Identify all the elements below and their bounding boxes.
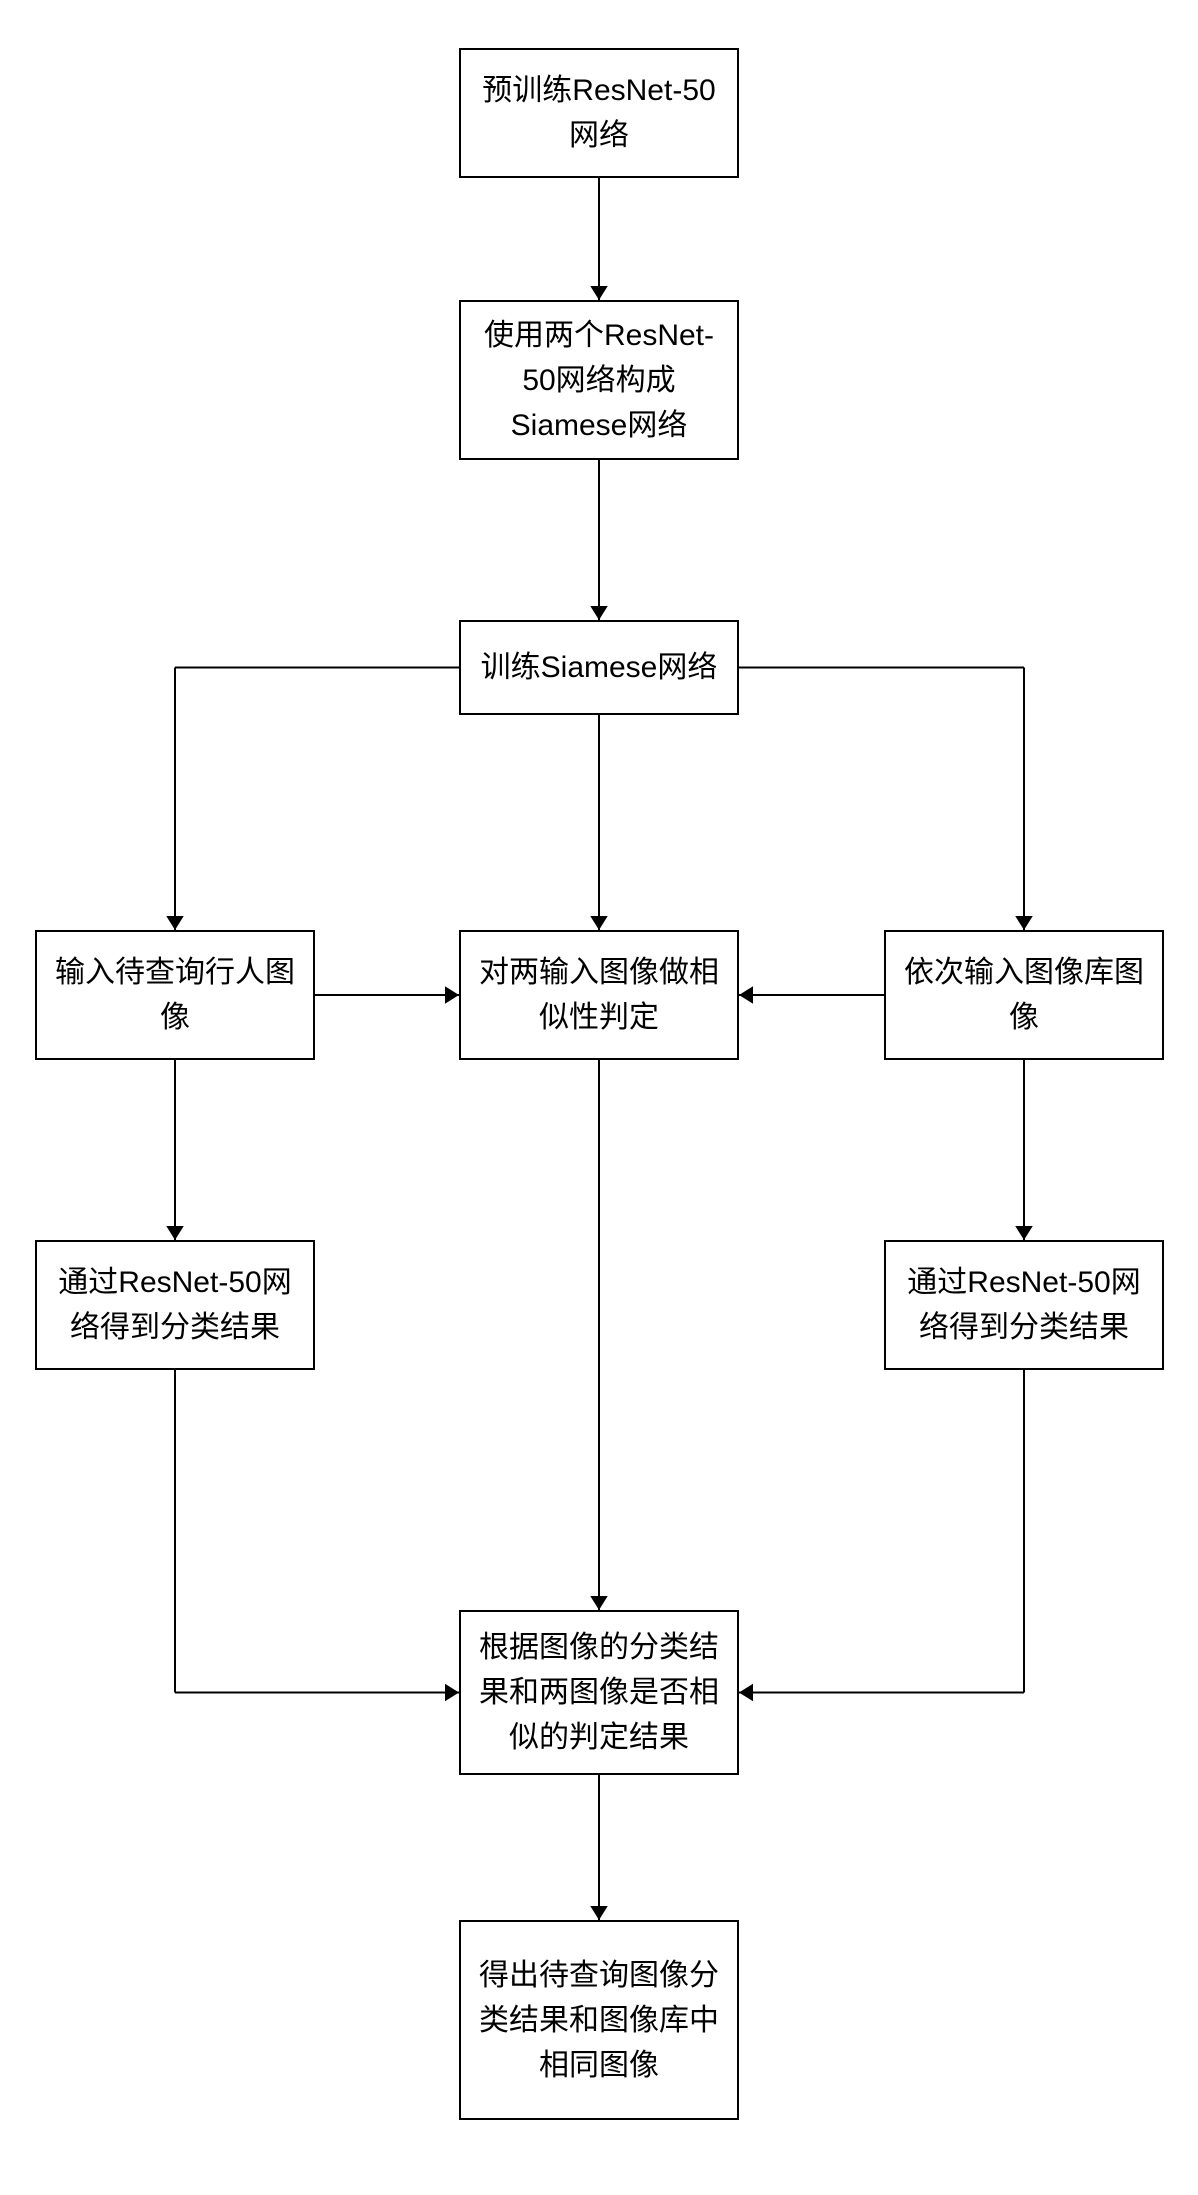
node-label: 对两输入图像做相似性判定 bbox=[477, 950, 721, 1040]
node-similarity: 对两输入图像做相似性判定 bbox=[459, 930, 739, 1060]
node-label: 根据图像的分类结果和两图像是否相似的判定结果 bbox=[477, 1625, 721, 1760]
node-train-siamese: 训练Siamese网络 bbox=[459, 620, 739, 715]
node-label: 预训练ResNet-50网络 bbox=[477, 68, 721, 158]
node-label: 得出待查询图像分类结果和图像库中相同图像 bbox=[477, 1953, 721, 2088]
node-build-siamese: 使用两个ResNet-50网络构成Siamese网络 bbox=[459, 300, 739, 460]
node-label: 输入待查询行人图像 bbox=[53, 950, 297, 1040]
node-label: 依次输入图像库图像 bbox=[902, 950, 1146, 1040]
node-label: 使用两个ResNet-50网络构成Siamese网络 bbox=[477, 313, 721, 448]
node-input-gallery: 依次输入图像库图像 bbox=[884, 930, 1164, 1060]
node-pretrain-resnet: 预训练ResNet-50网络 bbox=[459, 48, 739, 178]
node-input-query: 输入待查询行人图像 bbox=[35, 930, 315, 1060]
node-classify-left: 通过ResNet-50网络得到分类结果 bbox=[35, 1240, 315, 1370]
node-result: 得出待查询图像分类结果和图像库中相同图像 bbox=[459, 1920, 739, 2120]
node-label: 通过ResNet-50网络得到分类结果 bbox=[53, 1260, 297, 1350]
node-classify-right: 通过ResNet-50网络得到分类结果 bbox=[884, 1240, 1164, 1370]
node-label: 通过ResNet-50网络得到分类结果 bbox=[902, 1260, 1146, 1350]
node-label: 训练Siamese网络 bbox=[481, 645, 718, 690]
node-combine: 根据图像的分类结果和两图像是否相似的判定结果 bbox=[459, 1610, 739, 1775]
